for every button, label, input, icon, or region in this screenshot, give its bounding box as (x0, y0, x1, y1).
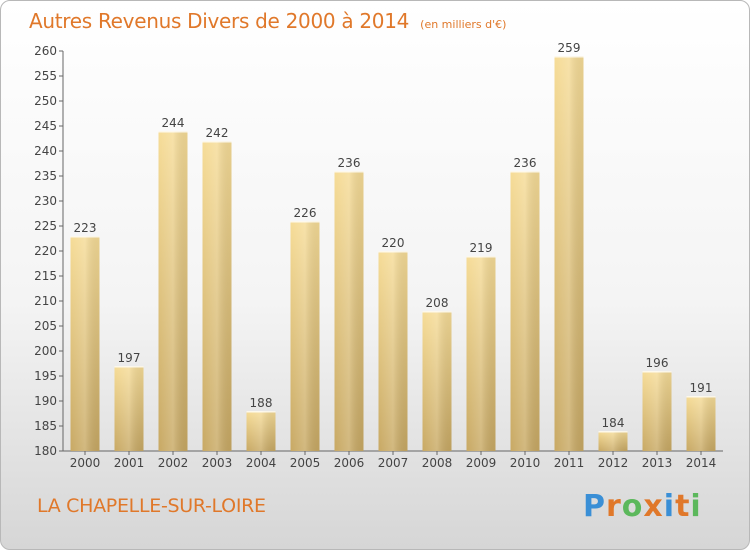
bar-value-label: 191 (690, 381, 713, 395)
x-tick-label: 2005 (290, 456, 321, 470)
bar-value-label: 223 (74, 221, 97, 235)
bar-value-label: 236 (338, 156, 361, 170)
bar-value-label: 259 (558, 41, 581, 55)
x-tick-label: 2008 (422, 456, 453, 470)
y-tick-label: 200 (34, 344, 57, 358)
bar-layer (70, 56, 716, 451)
bar-top-highlight (422, 311, 452, 313)
bar-top-highlight (246, 411, 276, 413)
logo-letter: o (621, 489, 644, 524)
bar-value-label: 242 (206, 126, 229, 140)
y-tick-label: 220 (34, 244, 57, 258)
x-tick-label: 2014 (686, 456, 717, 470)
bar-shade-2011 (554, 56, 584, 451)
y-tick-label: 225 (34, 219, 57, 233)
x-tick-label: 2006 (334, 456, 365, 470)
x-tick-label: 2007 (378, 456, 409, 470)
y-tick-label: 195 (34, 369, 57, 383)
y-tick-label: 255 (34, 69, 57, 83)
place-name: LA CHAPELLE-SUR-LOIRE (37, 495, 266, 517)
bar-top-highlight (202, 141, 232, 143)
y-tick-label: 250 (34, 94, 57, 108)
bar-top-highlight (686, 396, 716, 398)
bar-value-label: 197 (118, 351, 141, 365)
x-tick-label: 2003 (202, 456, 233, 470)
bar-shade-2010 (510, 171, 540, 451)
bar-top-highlight (70, 236, 100, 238)
bar-top-highlight (510, 171, 540, 173)
y-tick-label: 185 (34, 419, 57, 433)
y-tick-label: 260 (34, 44, 57, 58)
chart-title: Autres Revenus Divers de 2000 à 2014 (29, 9, 410, 33)
bar-shade-2012 (598, 431, 628, 451)
y-tick-label: 240 (34, 144, 57, 158)
bar-top-highlight (158, 131, 188, 133)
chart-subtitle: (en milliers d'€) (420, 18, 507, 31)
x-tick-label: 2009 (466, 456, 497, 470)
bar-value-label: 244 (162, 116, 185, 130)
x-tick-label: 2001 (114, 456, 145, 470)
bar-top-highlight (114, 366, 144, 368)
bar-value-label: 226 (294, 206, 317, 220)
x-tick-label: 2013 (642, 456, 673, 470)
bar-shade-2008 (422, 311, 452, 451)
bar-shade-2003 (202, 141, 232, 451)
bar-value-label: 188 (250, 396, 273, 410)
bar-top-highlight (554, 56, 584, 58)
logo-letter: x (643, 489, 664, 524)
bar-value-label: 220 (382, 236, 405, 250)
bar-shade-2007 (378, 251, 408, 451)
y-tick-label: 215 (34, 269, 57, 283)
bar-shade-2006 (334, 171, 364, 451)
logo-letter: r (606, 489, 622, 524)
proxiti-logo[interactable]: Proxiti (583, 489, 702, 524)
bar-shade-2009 (466, 256, 496, 451)
logo-letter: t (675, 489, 691, 524)
x-tick-label: 2010 (510, 456, 541, 470)
bar-shade-2000 (70, 236, 100, 451)
x-tick-label: 2004 (246, 456, 277, 470)
bar-top-highlight (334, 171, 364, 173)
bar-shade-2005 (290, 221, 320, 451)
y-tick-label: 205 (34, 319, 57, 333)
bar-shade-2014 (686, 396, 716, 451)
bar-shade-2004 (246, 411, 276, 451)
bar-shade-2002 (158, 131, 188, 451)
bar-top-highlight (466, 256, 496, 258)
y-tick-label: 245 (34, 119, 57, 133)
y-tick-label: 235 (34, 169, 57, 183)
y-tick-label: 210 (34, 294, 57, 308)
bar-shade-2013 (642, 371, 672, 451)
bar-value-label: 219 (470, 241, 493, 255)
bar-shade-2001 (114, 366, 144, 451)
x-tick-label: 2000 (70, 456, 101, 470)
logo-letter: i (690, 489, 702, 524)
y-tick-label: 180 (34, 444, 57, 458)
bar-top-highlight (642, 371, 672, 373)
axis-layer: 180 185 190 195 200 205 210 215 220 225 230 235 240 2… (34, 44, 723, 458)
chart-title-block: Autres Revenus Divers de 2000 à 2014 (en… (29, 9, 506, 33)
logo-letter: P (583, 489, 606, 524)
bar-value-label: 208 (426, 296, 449, 310)
bar-value-label: 196 (646, 356, 669, 370)
x-tick-label: 2002 (158, 456, 189, 470)
x-tick-label: 2011 (554, 456, 585, 470)
x-tick-label: 2012 (598, 456, 629, 470)
y-tick-label: 190 (34, 394, 57, 408)
logo-letter: i (663, 489, 676, 524)
y-tick-label: 230 (34, 194, 57, 208)
bar-value-label: 236 (514, 156, 537, 170)
bar-top-highlight (598, 431, 628, 433)
label-layer: 223 2000 197 2001 244 2002 242 2003 188 2004 226 20… (70, 41, 717, 470)
bar-value-label: 184 (602, 416, 625, 430)
bar-top-highlight (378, 251, 408, 253)
bar-top-highlight (290, 221, 320, 223)
